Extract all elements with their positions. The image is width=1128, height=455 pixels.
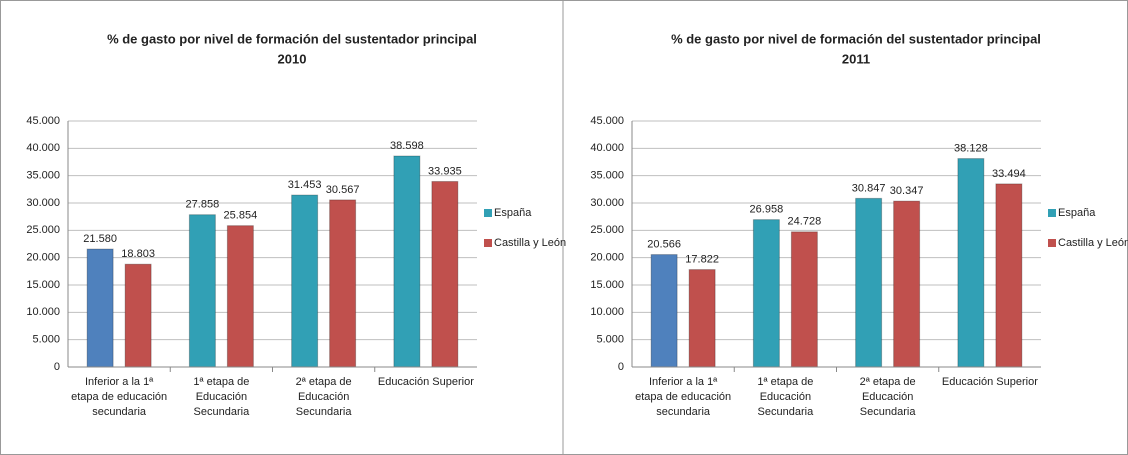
- x-tick-label: Inferior a la 1ª etapa de educación secund…: [635, 376, 731, 418]
- value-label: 26.958: [750, 204, 784, 216]
- bar: [86, 248, 114, 368]
- y-tick-label: 15.000: [26, 279, 60, 291]
- x-tick-label: 1ª etapa de Educación Secundaria: [757, 376, 814, 418]
- value-label: 25.854: [224, 210, 258, 222]
- bar: [893, 200, 921, 368]
- y-tick-label: 0: [54, 361, 60, 373]
- legend-label: España: [494, 207, 532, 219]
- y-tick-label: 45.000: [590, 115, 624, 127]
- bar: [995, 183, 1023, 368]
- y-tick-label: 5.000: [32, 334, 60, 346]
- value-label: 20.566: [647, 238, 681, 250]
- value-label: 17.822: [685, 253, 719, 265]
- y-tick-label: 5.000: [596, 334, 624, 346]
- value-label: 31.453: [288, 179, 322, 191]
- legend-swatch: [1048, 239, 1056, 247]
- y-tick-label: 20.000: [590, 252, 624, 264]
- value-label: 38.598: [390, 140, 424, 152]
- value-label: 33.494: [992, 168, 1026, 180]
- y-tick-label: 25.000: [26, 224, 60, 236]
- legend-label: España: [1058, 207, 1096, 219]
- bar: [790, 231, 818, 368]
- bar: [855, 197, 883, 368]
- bar: [957, 158, 985, 368]
- bar: [329, 199, 357, 368]
- bar: [650, 254, 678, 368]
- y-tick-label: 30.000: [26, 197, 60, 209]
- y-tick-label: 45.000: [26, 115, 60, 127]
- bar: [188, 214, 216, 368]
- legend-label: Castilla y León: [1058, 237, 1128, 249]
- value-label: 38.128: [954, 142, 988, 154]
- chart-title: % de gasto por nivel de formación del su…: [107, 31, 477, 46]
- y-tick-label: 10.000: [590, 306, 624, 318]
- chart-subtitle: 2011: [842, 51, 870, 66]
- bar: [431, 180, 459, 368]
- y-tick-label: 20.000: [26, 252, 60, 264]
- value-label: 30.847: [852, 182, 886, 194]
- chart-subtitle: 2010: [278, 51, 307, 66]
- legend-swatch: [484, 239, 492, 247]
- y-tick-label: 40.000: [590, 142, 624, 154]
- chart-title: % de gasto por nivel de formación del su…: [671, 31, 1041, 46]
- x-tick-label: Inferior a la 1ª etapa de educación secund…: [71, 376, 167, 418]
- x-tick-label: 1ª etapa de Educación Secundaria: [193, 376, 250, 418]
- x-tick-label: Educación Superior: [942, 376, 1038, 388]
- legend-label: Castilla y León: [494, 237, 566, 249]
- value-label: 30.347: [890, 185, 924, 197]
- bar: [291, 194, 319, 368]
- value-label: 21.580: [83, 233, 117, 245]
- value-label: 18.803: [121, 248, 155, 260]
- y-tick-label: 35.000: [26, 170, 60, 182]
- value-label: 33.935: [428, 165, 462, 177]
- legend-swatch: [484, 209, 492, 217]
- legend-swatch: [1048, 209, 1056, 217]
- bar: [688, 269, 716, 368]
- y-tick-label: 25.000: [590, 224, 624, 236]
- y-tick-label: 35.000: [590, 170, 624, 182]
- y-tick-label: 15.000: [590, 279, 624, 291]
- value-label: 24.728: [788, 216, 822, 228]
- y-tick-label: 10.000: [26, 306, 60, 318]
- x-tick-label: 2ª etapa de Educación Secundaria: [860, 376, 917, 418]
- y-tick-label: 30.000: [590, 197, 624, 209]
- x-tick-label: 2ª etapa de Educación Secundaria: [296, 376, 353, 418]
- x-tick-label: Educación Superior: [378, 376, 474, 388]
- bar: [226, 225, 254, 368]
- y-tick-label: 40.000: [26, 142, 60, 154]
- value-label: 30.567: [326, 184, 360, 196]
- bar: [752, 219, 780, 368]
- bar: [393, 155, 421, 368]
- y-tick-label: 0: [618, 361, 624, 373]
- value-label: 27.858: [186, 199, 220, 211]
- bar: [124, 263, 152, 368]
